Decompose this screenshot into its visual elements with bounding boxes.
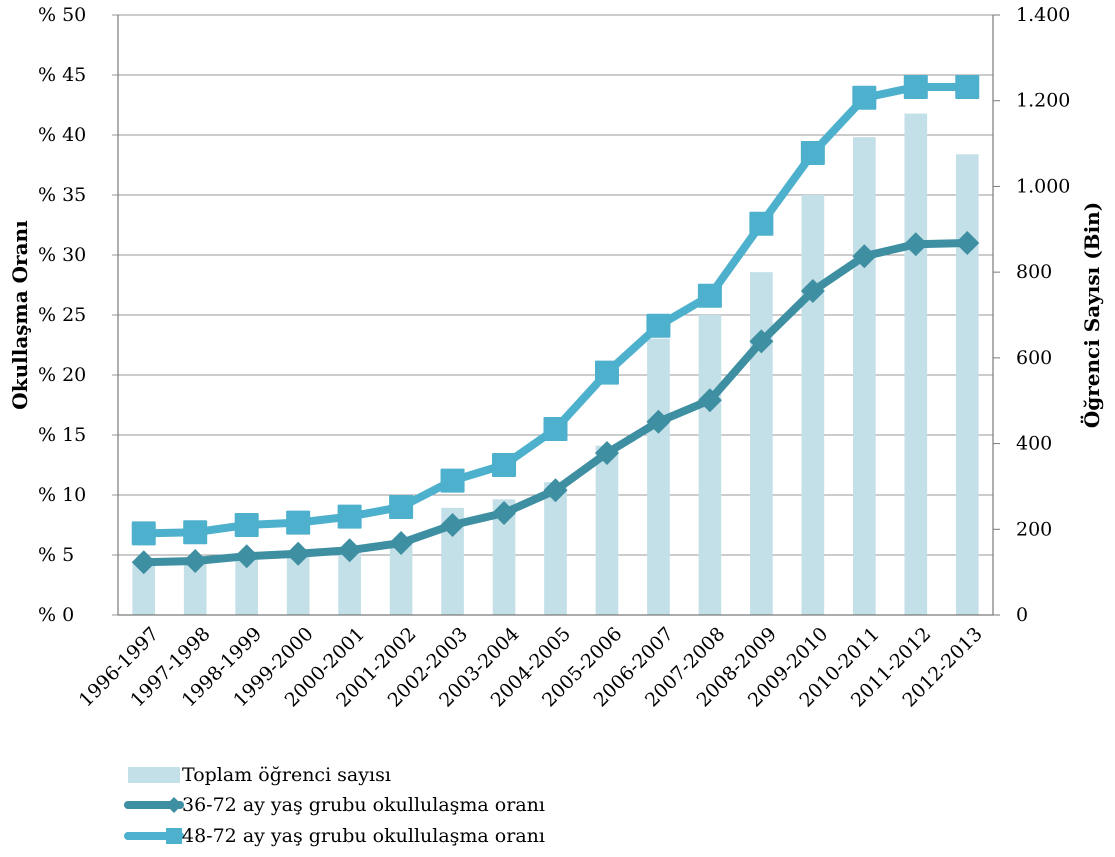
diamond-marker bbox=[440, 513, 465, 537]
right-tick-label: 1.000 bbox=[1016, 175, 1070, 197]
square-marker bbox=[389, 495, 414, 519]
diamond-marker bbox=[697, 388, 722, 413]
square-marker bbox=[697, 283, 722, 308]
square-marker bbox=[286, 510, 311, 535]
left-tick-label: % 5 bbox=[38, 544, 74, 566]
square-marker bbox=[903, 75, 928, 99]
diamond-marker bbox=[183, 549, 208, 573]
square-marker bbox=[131, 521, 156, 546]
diamond-marker bbox=[389, 531, 414, 555]
diamond-marker bbox=[646, 409, 671, 434]
legend-label: 48-72 ay yaş grubu okullulaşma oranı bbox=[182, 825, 545, 847]
bar bbox=[389, 542, 413, 615]
diamond-marker bbox=[903, 232, 928, 257]
bar bbox=[235, 555, 258, 615]
left-tick-label: % 25 bbox=[38, 304, 86, 326]
square-marker bbox=[183, 520, 208, 545]
bar bbox=[338, 550, 361, 615]
x-axis-ticks: 1996-19971997-19981998-19991999-20002000… bbox=[75, 623, 987, 711]
diamond-marker bbox=[543, 478, 568, 503]
right-tick-label: 1.400 bbox=[1016, 4, 1070, 26]
square-marker bbox=[749, 211, 774, 236]
series-line bbox=[139, 83, 972, 538]
right-tick-label: 0 bbox=[1016, 604, 1028, 626]
square-marker bbox=[492, 453, 517, 477]
left-tick-label: % 20 bbox=[38, 364, 86, 386]
right-tick-label: 200 bbox=[1016, 518, 1052, 540]
diamond-marker bbox=[852, 244, 877, 269]
bar bbox=[904, 113, 928, 616]
right-axis-title: Öğrenci Sayısı (Bin) bbox=[1079, 202, 1104, 428]
left-axis-title: Okullaşma Oranı bbox=[8, 220, 32, 410]
bar bbox=[595, 445, 619, 615]
bar bbox=[286, 552, 310, 615]
left-tick-label: % 30 bbox=[38, 244, 86, 266]
square-marker bbox=[594, 360, 619, 385]
square-marker bbox=[955, 75, 980, 99]
axes bbox=[117, 15, 994, 616]
bar bbox=[132, 563, 156, 615]
legend-diamond-marker bbox=[166, 797, 182, 813]
bar bbox=[698, 315, 722, 615]
bar bbox=[853, 137, 876, 615]
square-marker bbox=[440, 468, 465, 493]
square-marker bbox=[543, 417, 568, 441]
line-series bbox=[131, 75, 980, 575]
bar bbox=[750, 272, 773, 615]
legend: Toplam öğrenci sayısı 36-72 ay yaş grubu … bbox=[124, 764, 545, 847]
square-marker bbox=[646, 313, 671, 338]
right-tick-label: 1.200 bbox=[1016, 90, 1070, 112]
diamond-marker bbox=[800, 279, 825, 303]
left-tick-label: % 15 bbox=[38, 424, 86, 446]
legend-square-marker bbox=[166, 828, 182, 844]
left-tick-label: % 50 bbox=[38, 4, 86, 26]
legend-swatch-bar bbox=[128, 767, 180, 783]
bar bbox=[647, 338, 670, 615]
bar bbox=[492, 499, 516, 615]
diamond-marker bbox=[131, 550, 156, 575]
bar bbox=[801, 195, 825, 615]
square-marker bbox=[852, 85, 877, 110]
left-tick-label: % 35 bbox=[38, 184, 86, 206]
diamond-marker bbox=[234, 544, 259, 569]
legend-label: Toplam öğrenci sayısı bbox=[182, 764, 391, 786]
right-axis-ticks: 0 200 400 600 800 1.000 1.200 1.400 bbox=[993, 4, 1070, 626]
right-tick-label: 800 bbox=[1016, 261, 1052, 283]
square-marker bbox=[234, 513, 259, 537]
diamond-marker bbox=[749, 329, 774, 354]
diamond-marker bbox=[286, 541, 311, 566]
bar bbox=[955, 154, 979, 616]
diamond-marker bbox=[955, 231, 980, 255]
diamond-marker bbox=[594, 441, 619, 465]
square-marker bbox=[337, 504, 362, 529]
left-tick-label: % 0 bbox=[38, 604, 74, 626]
left-tick-label: % 40 bbox=[38, 124, 86, 146]
bar bbox=[441, 507, 464, 615]
square-marker bbox=[800, 141, 825, 165]
bar-series bbox=[132, 113, 979, 616]
left-tick-label: % 10 bbox=[38, 484, 86, 506]
right-tick-label: 600 bbox=[1016, 347, 1052, 369]
bar bbox=[183, 561, 207, 615]
left-axis-ticks: % 0 % 5 % 10 % 15 % 20 % 25 % 30 % 35 % 40 % 45 % … bbox=[38, 4, 86, 626]
legend-label: 36-72 ay yaş grubu okullulaşma oranı bbox=[182, 794, 545, 816]
left-tick-label: % 45 bbox=[38, 64, 86, 86]
diamond-marker bbox=[492, 501, 517, 525]
bar bbox=[544, 482, 567, 615]
diamond-marker bbox=[337, 538, 362, 563]
right-tick-label: 400 bbox=[1016, 433, 1052, 455]
